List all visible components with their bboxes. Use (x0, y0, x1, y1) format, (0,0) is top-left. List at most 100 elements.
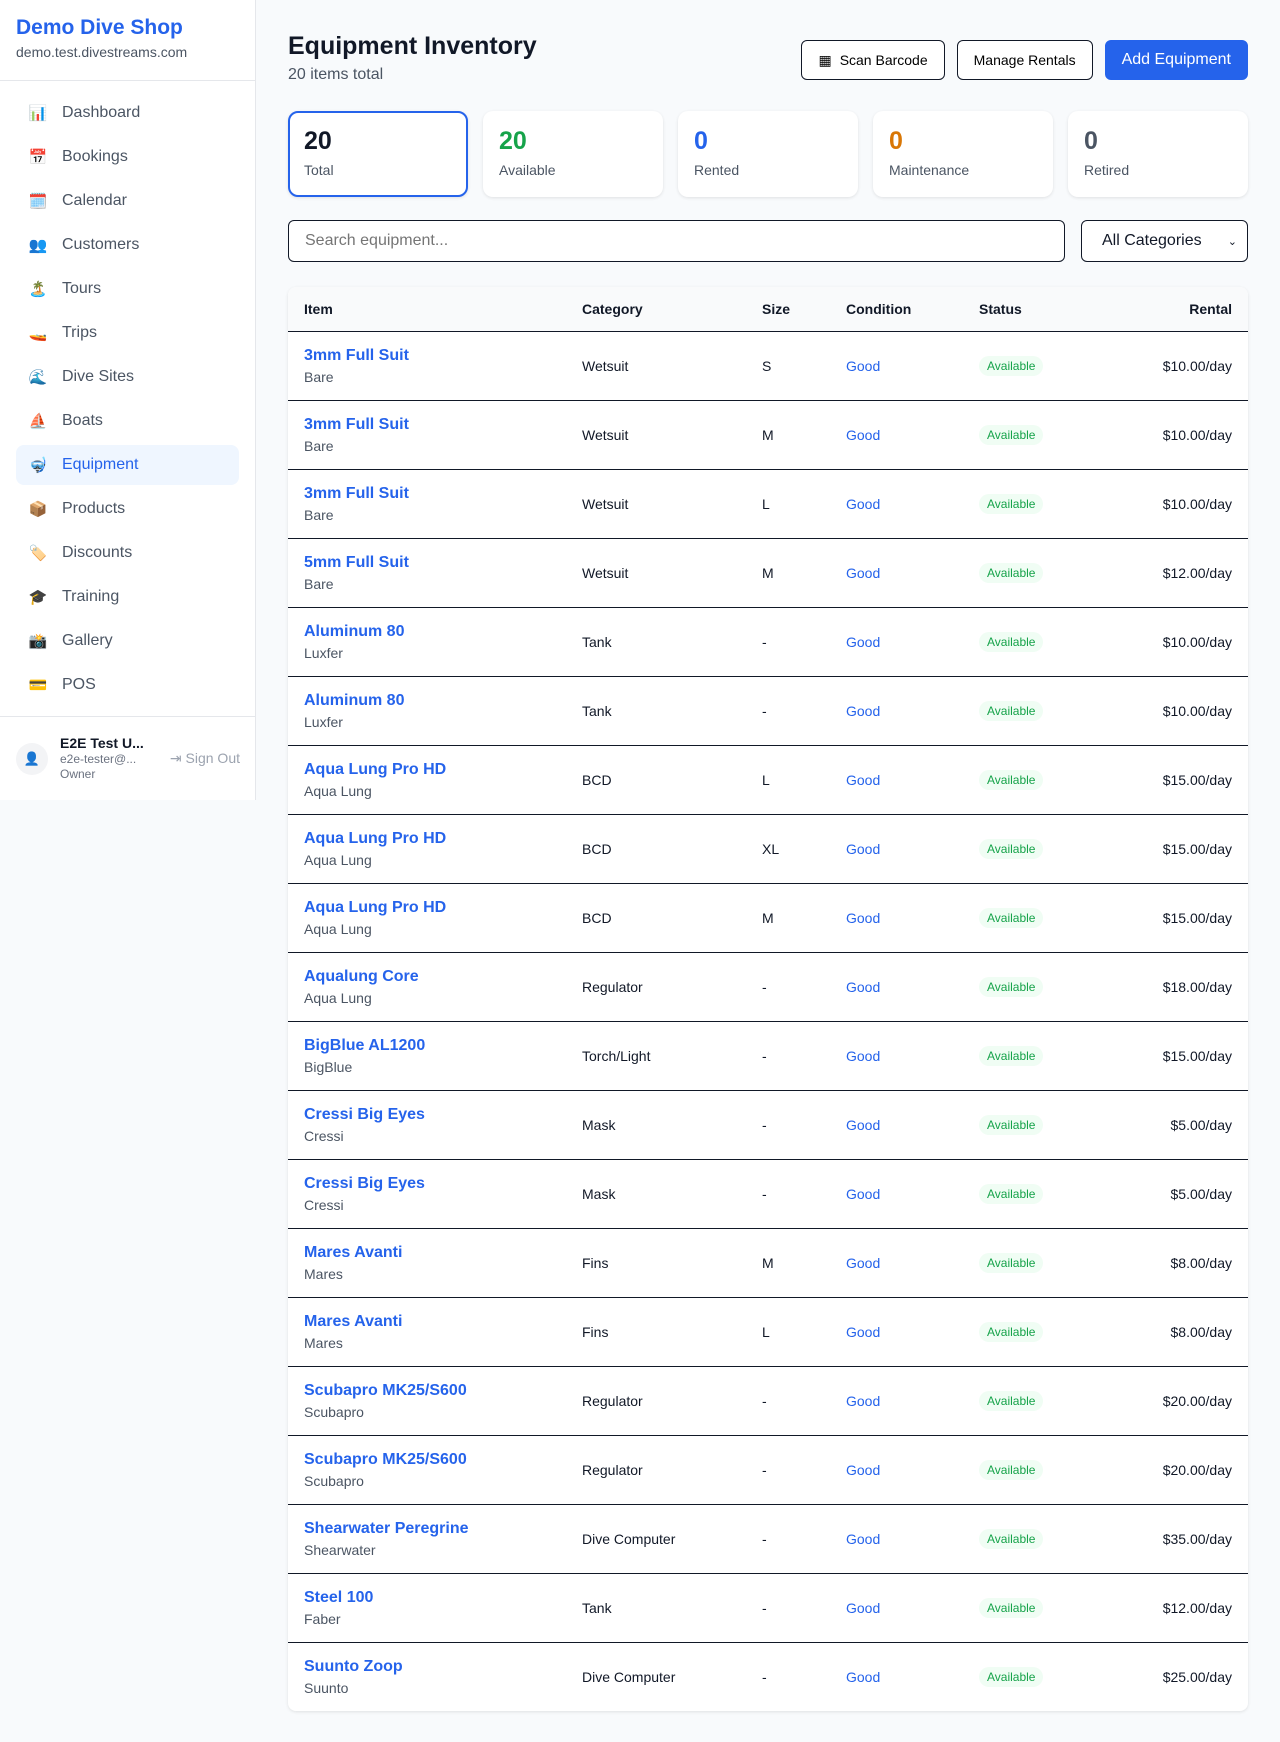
table-row[interactable]: Mares Avanti Mares Fins M Good Available … (288, 1228, 1248, 1297)
item-name-link[interactable]: Scubapro MK25/S600 (304, 1382, 467, 1399)
item-name-link[interactable]: Shearwater Peregrine (304, 1520, 469, 1537)
item-category: Torch/Light (582, 1048, 651, 1064)
item-name-link[interactable]: Suunto Zoop (304, 1658, 403, 1675)
status-badge: Available (979, 977, 1044, 997)
sidebar-item-dashboard[interactable]: 📊 Dashboard (16, 93, 239, 133)
scan-barcode-button[interactable]: ▦ Scan Barcode (801, 40, 945, 80)
item-condition: Good (846, 1600, 881, 1616)
table-row[interactable]: Steel 100 Faber Tank - Good Available $12… (288, 1573, 1248, 1642)
status-badge: Available (979, 356, 1044, 376)
sidebar-item-calendar[interactable]: 🗓️ Calendar (16, 181, 239, 221)
table-row[interactable]: Aluminum 80 Luxfer Tank - Good Available … (288, 607, 1248, 676)
item-name-link[interactable]: Scubapro MK25/S600 (304, 1451, 467, 1468)
item-name-link[interactable]: Aluminum 80 (304, 623, 405, 640)
table-row[interactable]: Aqua Lung Pro HD Aqua Lung BCD XL Good Av… (288, 814, 1248, 883)
item-size: - (762, 1669, 767, 1685)
stat-card-retired[interactable]: 0 Retired (1068, 111, 1248, 197)
add-equipment-button[interactable]: Add Equipment (1104, 40, 1248, 80)
status-badge: Available (979, 1184, 1044, 1204)
table-row[interactable]: Aluminum 80 Luxfer Tank - Good Available … (288, 676, 1248, 745)
sidebar-item-customers[interactable]: 👥 Customers (16, 225, 239, 265)
stat-label: Maintenance (889, 162, 970, 178)
item-name-link[interactable]: Cressi Big Eyes (304, 1175, 425, 1192)
item-brand: Bare (304, 369, 334, 385)
item-name-link[interactable]: Aqua Lung Pro HD (304, 761, 447, 778)
user-panel: 👤 E2E Test U... e2e-tester@... Owner ⇥ S… (0, 716, 256, 800)
sidebar-item-equipment[interactable]: 🤿 Equipment (16, 445, 239, 485)
table-row[interactable]: 3mm Full Suit Bare Wetsuit M Good Availab… (288, 400, 1248, 469)
status-badge: Available (979, 494, 1044, 514)
sidebar-item-pos[interactable]: 💳 POS (16, 665, 239, 705)
item-size: - (762, 1117, 767, 1133)
item-size: - (762, 1462, 767, 1478)
table-row[interactable]: Cressi Big Eyes Cressi Mask - Good Availa… (288, 1159, 1248, 1228)
products-icon: 📦 (28, 501, 48, 518)
sidebar-item-trips[interactable]: 🚤 Trips (16, 313, 239, 353)
search-input[interactable] (288, 220, 1065, 262)
table-row[interactable]: Aqualung Core Aqua Lung Regulator - Good … (288, 952, 1248, 1021)
status-badge: Available (979, 1667, 1044, 1687)
item-category: Wetsuit (582, 427, 629, 443)
item-name-link[interactable]: Mares Avanti (304, 1244, 403, 1261)
item-name-link[interactable]: 3mm Full Suit (304, 485, 409, 502)
item-category: Mask (582, 1186, 616, 1202)
category-select[interactable]: All Categories ⌄ (1081, 220, 1248, 262)
item-name-link[interactable]: Aqua Lung Pro HD (304, 899, 447, 916)
table-row[interactable]: Cressi Big Eyes Cressi Mask - Good Availa… (288, 1090, 1248, 1159)
table-row[interactable]: 3mm Full Suit Bare Wetsuit S Good Availab… (288, 331, 1248, 400)
item-name-link[interactable]: Aqua Lung Pro HD (304, 830, 447, 847)
sidebar-item-products[interactable]: 📦 Products (16, 489, 239, 529)
table-row[interactable]: 3mm Full Suit Bare Wetsuit L Good Availab… (288, 469, 1248, 538)
sidebar-item-training[interactable]: 🎓 Training (16, 577, 239, 617)
table-row[interactable]: BigBlue AL1200 BigBlue Torch/Light - Good… (288, 1021, 1248, 1090)
item-brand: Aqua Lung (304, 990, 372, 1006)
table-row[interactable]: Mares Avanti Mares Fins L Good Available … (288, 1297, 1248, 1366)
item-name-link[interactable]: Mares Avanti (304, 1313, 403, 1330)
item-brand: Mares (304, 1266, 343, 1282)
stat-card-maintenance[interactable]: 0 Maintenance (873, 111, 1053, 197)
item-name-link[interactable]: Cressi Big Eyes (304, 1106, 425, 1123)
item-condition: Good (846, 1393, 881, 1409)
user-email: e2e-tester@... (60, 752, 137, 766)
item-rental-price: $20.00/day (1162, 1393, 1232, 1409)
stat-card-available[interactable]: 20 Available (483, 111, 663, 197)
table-row[interactable]: Scubapro MK25/S600 Scubapro Regulator - G… (288, 1435, 1248, 1504)
stat-value: 0 (889, 127, 903, 155)
column-header: Rental (1189, 301, 1232, 317)
item-condition: Good (846, 1462, 881, 1478)
category-value: All Categories (1102, 232, 1202, 249)
sign-out-button[interactable]: ⇥ Sign Out (170, 750, 240, 767)
item-name-link[interactable]: 3mm Full Suit (304, 416, 409, 433)
stat-card-rented[interactable]: 0 Rented (678, 111, 858, 197)
table-row[interactable]: Shearwater Peregrine Shearwater Dive Comp… (288, 1504, 1248, 1573)
item-category: BCD (582, 910, 612, 926)
sidebar-item-dive-sites[interactable]: 🌊 Dive Sites (16, 357, 239, 397)
sidebar-item-gallery[interactable]: 📸 Gallery (16, 621, 239, 661)
item-category: Regulator (582, 1393, 643, 1409)
user-icon: 👤 (16, 742, 48, 775)
item-category: BCD (582, 841, 612, 857)
shop-name[interactable]: Demo Dive Shop (16, 16, 183, 39)
item-name-link[interactable]: Steel 100 (304, 1589, 374, 1606)
table-row[interactable]: 5mm Full Suit Bare Wetsuit M Good Availab… (288, 538, 1248, 607)
table-row[interactable]: Suunto Zoop Suunto Dive Computer - Good A… (288, 1642, 1248, 1711)
table-row[interactable]: Scubapro MK25/S600 Scubapro Regulator - G… (288, 1366, 1248, 1435)
sidebar-item-boats[interactable]: ⛵ Boats (16, 401, 239, 441)
status-badge: Available (979, 1598, 1044, 1618)
stat-card-total[interactable]: 20 Total (288, 111, 468, 197)
discounts-icon: 🏷️ (28, 545, 48, 562)
item-name-link[interactable]: BigBlue AL1200 (304, 1037, 426, 1054)
sidebar-item-bookings[interactable]: 📅 Bookings (16, 137, 239, 177)
item-condition: Good (846, 1255, 881, 1271)
item-name-link[interactable]: Aqualung Core (304, 968, 419, 985)
sidebar-item-discounts[interactable]: 🏷️ Discounts (16, 533, 239, 573)
table-row[interactable]: Aqua Lung Pro HD Aqua Lung BCD M Good Ava… (288, 883, 1248, 952)
item-name-link[interactable]: 3mm Full Suit (304, 347, 409, 364)
item-condition: Good (846, 358, 881, 374)
sidebar-item-label: Discounts (62, 544, 133, 561)
table-row[interactable]: Aqua Lung Pro HD Aqua Lung BCD L Good Ava… (288, 745, 1248, 814)
item-name-link[interactable]: Aluminum 80 (304, 692, 405, 709)
item-name-link[interactable]: 5mm Full Suit (304, 554, 409, 571)
manage-rentals-button[interactable]: Manage Rentals (956, 40, 1093, 80)
sidebar-item-tours[interactable]: 🏝️ Tours (16, 269, 239, 309)
